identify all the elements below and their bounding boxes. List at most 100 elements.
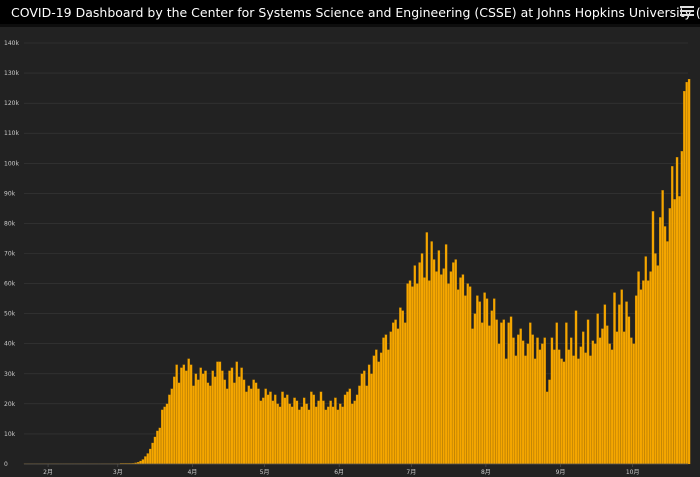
daily-cases-bar[interactable]	[555, 322, 558, 465]
daily-cases-bar[interactable]	[334, 397, 337, 465]
daily-cases-bar[interactable]	[206, 382, 210, 465]
daily-cases-bar[interactable]	[165, 403, 169, 465]
daily-cases-bar[interactable]	[661, 190, 664, 465]
daily-cases-bar[interactable]	[218, 361, 222, 465]
daily-cases-bar[interactable]	[348, 388, 352, 465]
daily-cases-bar[interactable]	[570, 337, 573, 465]
daily-cases-bar[interactable]	[358, 385, 361, 465]
daily-cases-bar[interactable]	[579, 346, 582, 465]
daily-cases-bar[interactable]	[185, 370, 188, 465]
daily-cases-bar[interactable]	[495, 319, 498, 465]
daily-cases-bar[interactable]	[416, 283, 419, 465]
daily-cases-bar[interactable]	[430, 241, 433, 465]
daily-cases-bar[interactable]	[502, 319, 506, 465]
daily-cases-bar[interactable]	[163, 406, 166, 465]
daily-cases-bar[interactable]	[428, 280, 431, 465]
daily-cases-bar[interactable]	[632, 343, 635, 465]
daily-cases-bar[interactable]	[565, 322, 568, 465]
daily-cases-bar[interactable]	[396, 328, 400, 465]
daily-cases-bar[interactable]	[488, 325, 491, 465]
daily-cases-bar[interactable]	[526, 343, 530, 465]
daily-cases-bar[interactable]	[221, 370, 224, 465]
daily-cases-bar[interactable]	[370, 373, 373, 465]
daily-cases-bar[interactable]	[389, 331, 392, 465]
daily-cases-bar[interactable]	[182, 364, 186, 465]
daily-cases-bar[interactable]	[387, 349, 390, 465]
daily-cases-bar[interactable]	[295, 400, 299, 465]
daily-cases-bar[interactable]	[384, 334, 388, 465]
daily-cases-bar[interactable]	[625, 301, 628, 465]
daily-cases-bar[interactable]	[675, 157, 679, 465]
daily-cases-bar[interactable]	[425, 232, 429, 465]
daily-cases-bar[interactable]	[262, 397, 265, 465]
daily-cases-bar[interactable]	[269, 391, 272, 465]
daily-cases-bar[interactable]	[201, 373, 205, 465]
daily-cases-bar[interactable]	[254, 382, 258, 465]
daily-cases-bar[interactable]	[158, 427, 161, 465]
daily-cases-bar[interactable]	[372, 355, 376, 465]
daily-cases-bar[interactable]	[250, 388, 253, 465]
daily-cases-bar[interactable]	[608, 343, 611, 465]
daily-cases-bar[interactable]	[355, 394, 359, 465]
daily-cases-bar[interactable]	[187, 358, 190, 465]
daily-cases-bar[interactable]	[156, 430, 159, 465]
daily-cases-bar[interactable]	[618, 304, 621, 465]
daily-cases-bar[interactable]	[562, 361, 566, 465]
daily-cases-bar[interactable]	[310, 391, 313, 465]
daily-cases-bar[interactable]	[622, 331, 626, 465]
daily-cases-bar[interactable]	[452, 262, 455, 465]
daily-cases-bar[interactable]	[678, 196, 681, 465]
daily-cases-bar[interactable]	[639, 289, 643, 465]
daily-cases-bar[interactable]	[377, 361, 380, 465]
daily-cases-bar[interactable]	[382, 337, 385, 465]
daily-cases-bar[interactable]	[553, 349, 556, 465]
daily-cases-bar[interactable]	[408, 280, 412, 465]
daily-cases-bar[interactable]	[341, 406, 344, 465]
daily-cases-bar[interactable]	[493, 298, 496, 465]
daily-cases-bar[interactable]	[264, 388, 267, 465]
daily-cases-bar[interactable]	[146, 453, 149, 465]
daily-cases-bar[interactable]	[517, 334, 520, 465]
daily-cases-bar[interactable]	[550, 337, 554, 465]
daily-cases-bar[interactable]	[683, 91, 686, 465]
daily-cases-bar[interactable]	[240, 367, 243, 465]
daily-cases-bar[interactable]	[529, 322, 532, 465]
daily-cases-bar[interactable]	[274, 394, 277, 465]
daily-cases-bar[interactable]	[471, 328, 474, 465]
daily-cases-bar[interactable]	[413, 265, 416, 465]
daily-cases-bar[interactable]	[543, 337, 546, 465]
daily-cases-bar[interactable]	[598, 337, 602, 465]
daily-cases-bar[interactable]	[634, 295, 638, 465]
daily-cases-bar[interactable]	[353, 400, 356, 465]
daily-cases-bar[interactable]	[687, 78, 691, 465]
daily-cases-bar[interactable]	[151, 442, 154, 465]
daily-cases-bar[interactable]	[601, 328, 604, 465]
daily-cases-bar[interactable]	[497, 343, 501, 465]
daily-cases-bar[interactable]	[168, 394, 171, 465]
daily-cases-bar[interactable]	[216, 361, 219, 465]
daily-cases-bar[interactable]	[466, 283, 469, 465]
daily-cases-bar[interactable]	[401, 310, 404, 465]
daily-cases-bar[interactable]	[659, 217, 662, 465]
daily-cases-bar[interactable]	[298, 409, 301, 465]
daily-cases-bar[interactable]	[432, 259, 436, 465]
daily-cases-bar[interactable]	[483, 292, 486, 465]
daily-cases-bar[interactable]	[194, 373, 198, 465]
daily-cases-bar[interactable]	[139, 460, 142, 465]
daily-cases-bar[interactable]	[283, 397, 287, 465]
daily-cases-bar[interactable]	[591, 340, 595, 465]
daily-cases-bar[interactable]	[615, 331, 619, 465]
daily-cases-bar[interactable]	[505, 358, 508, 465]
daily-cases-bar[interactable]	[531, 334, 534, 465]
daily-cases-bar[interactable]	[478, 301, 481, 465]
daily-cases-bar[interactable]	[233, 382, 236, 465]
daily-cases-bar[interactable]	[153, 436, 157, 465]
daily-cases-bar[interactable]	[456, 289, 460, 465]
daily-cases-bar[interactable]	[476, 295, 479, 465]
daily-cases-bar[interactable]	[225, 388, 229, 465]
daily-cases-bar[interactable]	[613, 292, 616, 465]
daily-cases-bar[interactable]	[500, 322, 503, 465]
daily-cases-bar[interactable]	[149, 448, 152, 465]
daily-cases-bar[interactable]	[644, 256, 647, 465]
daily-cases-bar[interactable]	[394, 319, 397, 465]
